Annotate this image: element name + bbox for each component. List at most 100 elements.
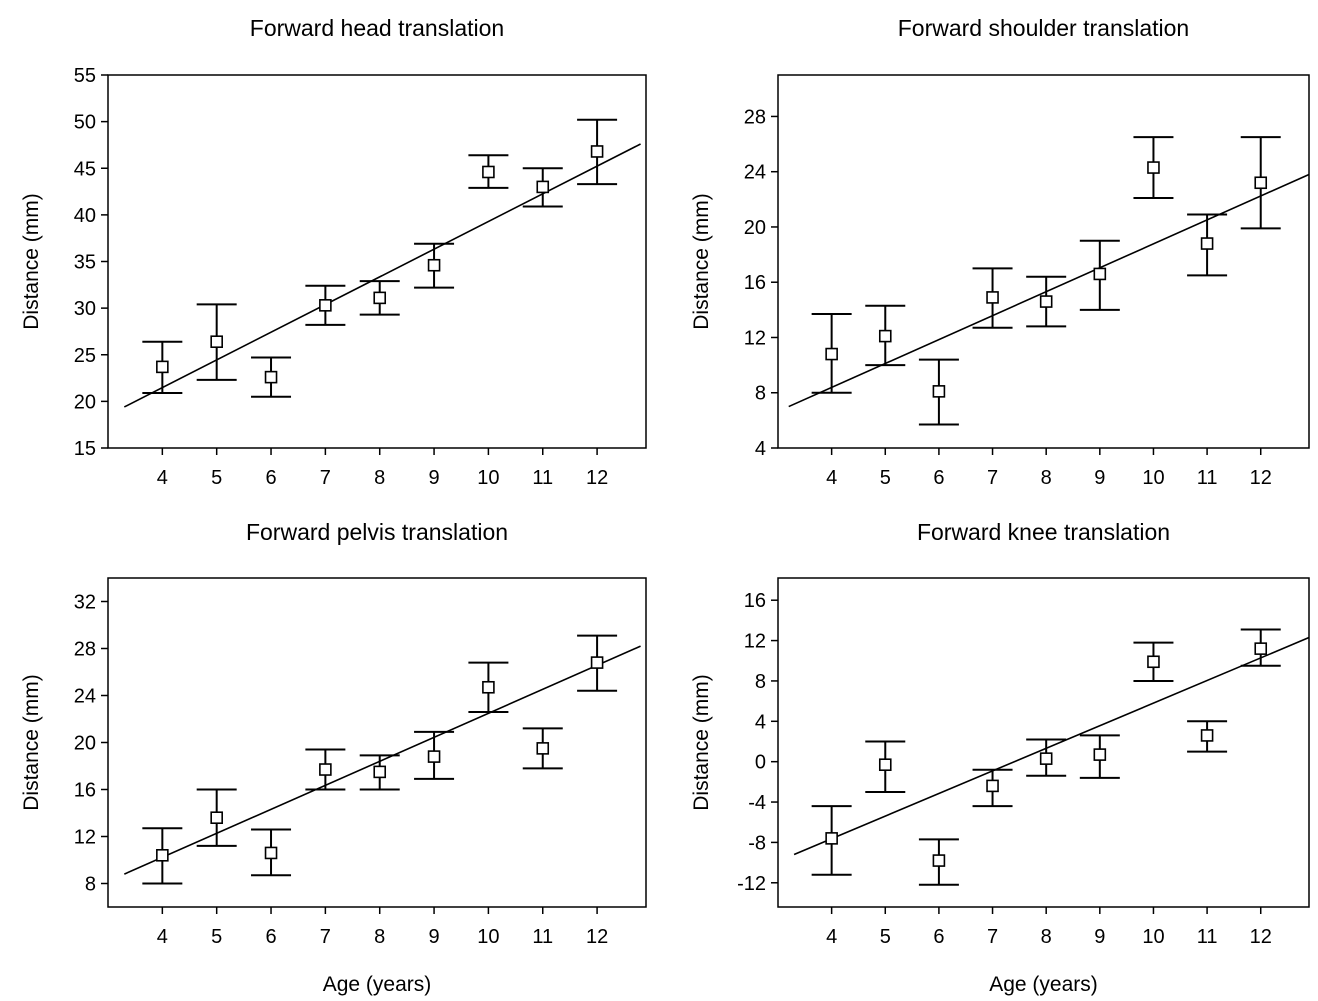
x-tick-label: 4 xyxy=(157,467,168,489)
regression-line xyxy=(788,173,1310,408)
x-tick-label: 10 xyxy=(1142,467,1164,489)
x-tick-label: 4 xyxy=(157,926,168,948)
x-tick-label: 10 xyxy=(477,467,499,489)
data-point xyxy=(932,854,946,867)
chart-title: Forward knee translation xyxy=(917,519,1170,545)
y-tick-label: 16 xyxy=(744,590,766,612)
x-tick-label: 7 xyxy=(987,926,998,948)
data-point xyxy=(482,680,495,694)
y-tick-label: -8 xyxy=(748,832,766,854)
regression-line xyxy=(123,645,641,875)
y-tick-label: 35 xyxy=(74,252,96,274)
data-point xyxy=(427,258,441,272)
x-tick-label: 7 xyxy=(320,467,331,489)
y-tick-label: -4 xyxy=(748,792,766,814)
x-tick-label: 7 xyxy=(987,467,998,489)
y-tick-label: 25 xyxy=(74,345,96,367)
y-tick-label: 24 xyxy=(74,686,96,708)
y-tick-label: 8 xyxy=(85,874,96,896)
data-point xyxy=(1254,642,1268,655)
y-tick-label: 24 xyxy=(744,162,766,184)
data-point xyxy=(427,750,441,763)
x-tick-label: 10 xyxy=(1142,926,1164,948)
data-point xyxy=(1039,752,1053,765)
data-point xyxy=(1039,295,1053,308)
y-tick-label: 8 xyxy=(755,671,766,693)
data-point xyxy=(264,370,278,384)
x-tick-label: 9 xyxy=(1094,926,1105,948)
data-point xyxy=(373,765,387,779)
x-tick-label: 7 xyxy=(320,926,331,948)
data-point xyxy=(590,656,604,669)
x-axis-label: Age (years) xyxy=(323,973,432,996)
y-tick-label: 28 xyxy=(744,106,766,128)
x-tick-label: 10 xyxy=(477,926,499,948)
y-tick-label: -12 xyxy=(737,873,766,895)
x-tick-label: 11 xyxy=(532,926,553,948)
y-tick-label: 16 xyxy=(74,780,96,802)
x-tick-label: 6 xyxy=(933,467,944,489)
y-axis-label: Distance (mm) xyxy=(690,193,713,330)
y-axis-label: Distance (mm) xyxy=(20,193,43,330)
regression-line xyxy=(123,143,641,408)
y-tick-label: 4 xyxy=(755,438,766,460)
y-tick-label: 4 xyxy=(755,711,766,733)
chart-title: Forward head translation xyxy=(250,15,504,41)
data-point xyxy=(156,848,169,862)
y-tick-label: 20 xyxy=(74,391,96,413)
data-point xyxy=(264,846,278,860)
x-tick-label: 9 xyxy=(428,926,439,948)
y-tick-label: 12 xyxy=(744,327,766,349)
y-tick-label: 20 xyxy=(74,733,96,755)
x-tick-label: 5 xyxy=(211,467,222,489)
data-point xyxy=(1147,161,1160,174)
chart-panel: Forward pelvis translation 8 12 16 20 24 28 32 4… xyxy=(20,519,647,996)
data-point xyxy=(878,329,892,343)
x-tick-label: 12 xyxy=(586,467,608,489)
y-tick-label: 8 xyxy=(755,383,766,405)
x-tick-label: 6 xyxy=(265,926,276,948)
x-tick-label: 11 xyxy=(1197,926,1218,948)
y-tick-label: 12 xyxy=(74,827,96,849)
x-tick-label: 12 xyxy=(1250,926,1272,948)
x-tick-label: 9 xyxy=(1094,467,1105,489)
data-point xyxy=(210,335,223,348)
plot-frame xyxy=(107,577,647,908)
data-point xyxy=(1254,176,1268,190)
x-tick-label: 4 xyxy=(826,467,837,489)
data-point xyxy=(1147,655,1160,669)
x-tick-label: 6 xyxy=(933,926,944,948)
chart-title: Forward shoulder translation xyxy=(898,15,1189,41)
y-tick-label: 40 xyxy=(74,205,96,227)
x-tick-label: 5 xyxy=(880,467,891,489)
chart-panel: Forward head translation1520253035404550… xyxy=(20,15,647,489)
data-point xyxy=(319,299,332,312)
x-tick-label: 5 xyxy=(880,926,891,948)
data-point xyxy=(1200,729,1214,742)
y-tick-label: 55 xyxy=(74,65,96,87)
data-point xyxy=(482,165,495,179)
y-tick-label: 30 xyxy=(74,298,96,320)
y-tick-label: 45 xyxy=(74,158,96,180)
x-axis-label: Age (years) xyxy=(989,973,1098,996)
plot-frame xyxy=(777,577,1310,908)
data-point xyxy=(986,291,999,304)
y-tick-label: 16 xyxy=(744,272,766,294)
x-tick-label: 8 xyxy=(1041,467,1052,489)
data-point xyxy=(1200,237,1214,250)
data-point xyxy=(986,779,999,793)
x-tick-label: 11 xyxy=(532,467,553,489)
x-tick-label: 12 xyxy=(1250,467,1272,489)
x-tick-label: 6 xyxy=(265,467,276,489)
data-point xyxy=(210,811,223,825)
chart-panel: Forward knee translation -12 -8 -4 0 4 8 12 16 4 5… xyxy=(690,519,1310,996)
y-tick-label: 28 xyxy=(74,639,96,661)
data-point xyxy=(1093,267,1107,281)
data-point xyxy=(373,291,387,305)
x-tick-label: 9 xyxy=(428,467,439,489)
x-tick-label: 8 xyxy=(374,467,385,489)
y-tick-label: 20 xyxy=(744,217,766,239)
x-tick-label: 12 xyxy=(586,926,608,948)
